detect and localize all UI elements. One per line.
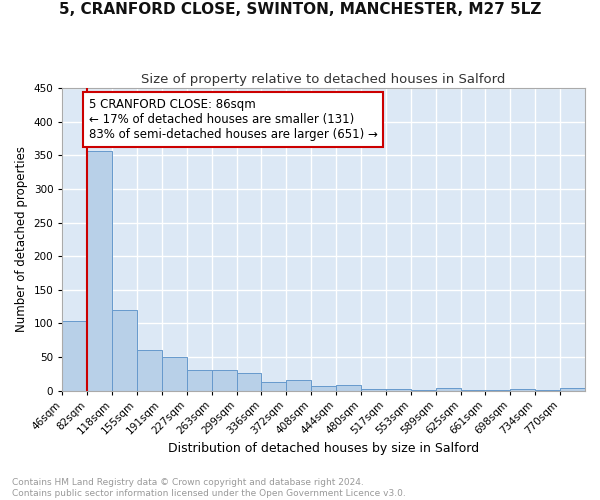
Text: 5 CRANFORD CLOSE: 86sqm
← 17% of detached houses are smaller (131)
83% of semi-d: 5 CRANFORD CLOSE: 86sqm ← 17% of detache… [89, 98, 377, 141]
X-axis label: Distribution of detached houses by size in Salford: Distribution of detached houses by size … [168, 442, 479, 455]
Bar [212, 370, 236, 390]
Bar [336, 385, 361, 390]
Bar [286, 380, 311, 390]
Text: 5, CRANFORD CLOSE, SWINTON, MANCHESTER, M27 5LZ: 5, CRANFORD CLOSE, SWINTON, MANCHESTER, … [59, 2, 541, 18]
Bar [262, 382, 286, 390]
Text: Contains HM Land Registry data © Crown copyright and database right 2024.
Contai: Contains HM Land Registry data © Crown c… [12, 478, 406, 498]
Title: Size of property relative to detached houses in Salford: Size of property relative to detached ho… [142, 72, 506, 86]
Bar [436, 388, 461, 390]
Bar [511, 388, 535, 390]
Bar [187, 370, 212, 390]
Bar [560, 388, 585, 390]
Bar [386, 389, 411, 390]
Bar [137, 350, 162, 391]
Bar [112, 310, 137, 390]
Bar [162, 357, 187, 390]
Bar [311, 386, 336, 390]
Bar [62, 322, 87, 390]
Bar [361, 388, 386, 390]
Bar [236, 373, 262, 390]
Y-axis label: Number of detached properties: Number of detached properties [15, 146, 28, 332]
Bar [87, 151, 112, 390]
